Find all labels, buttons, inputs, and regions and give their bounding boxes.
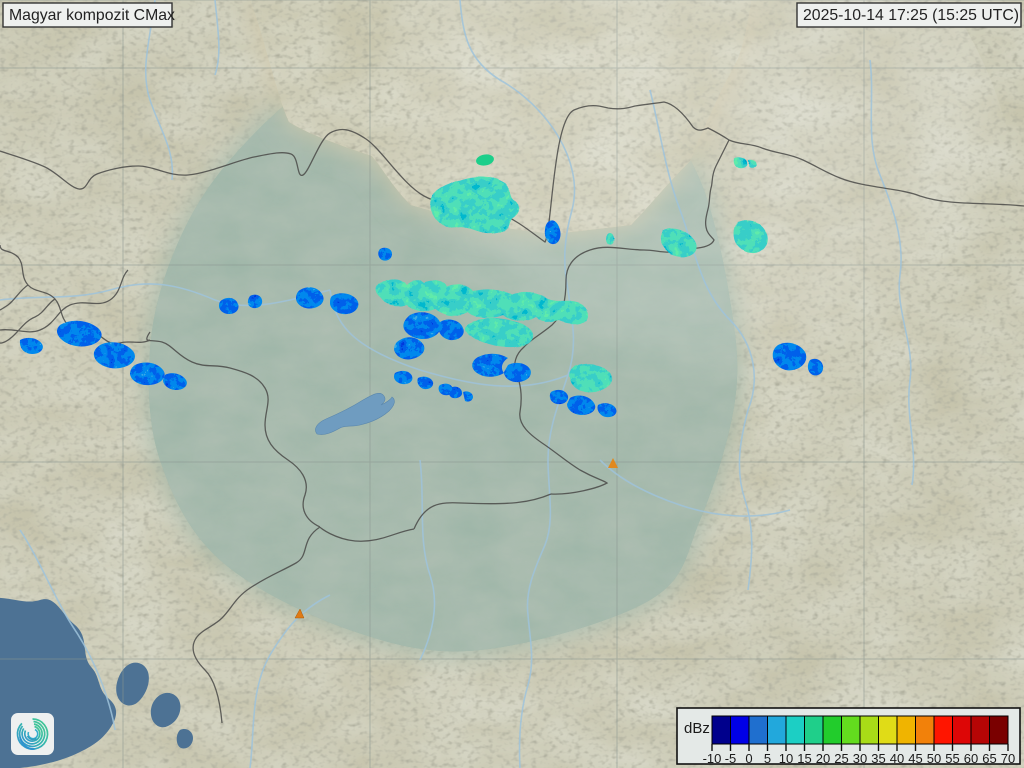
- svg-text:2025-10-14 17:25 (15:25 UTC): 2025-10-14 17:25 (15:25 UTC): [803, 7, 1019, 24]
- svg-text:35: 35: [871, 751, 885, 766]
- svg-text:65: 65: [982, 751, 996, 766]
- svg-text:30: 30: [853, 751, 867, 766]
- svg-text:55: 55: [945, 751, 959, 766]
- svg-text:50: 50: [927, 751, 941, 766]
- svg-text:5: 5: [764, 751, 771, 766]
- svg-text:20: 20: [816, 751, 830, 766]
- svg-text:0: 0: [745, 751, 752, 766]
- svg-text:Magyar kompozit CMax: Magyar kompozit CMax: [9, 7, 175, 24]
- svg-text:-5: -5: [725, 751, 737, 766]
- svg-text:25: 25: [834, 751, 848, 766]
- svg-text:40: 40: [890, 751, 904, 766]
- svg-text:70: 70: [1001, 751, 1015, 766]
- svg-text:10: 10: [779, 751, 793, 766]
- svg-text:60: 60: [964, 751, 978, 766]
- svg-text:15: 15: [797, 751, 811, 766]
- svg-text:dBz: dBz: [684, 720, 710, 737]
- svg-text:-10: -10: [703, 751, 722, 766]
- svg-text:45: 45: [908, 751, 922, 766]
